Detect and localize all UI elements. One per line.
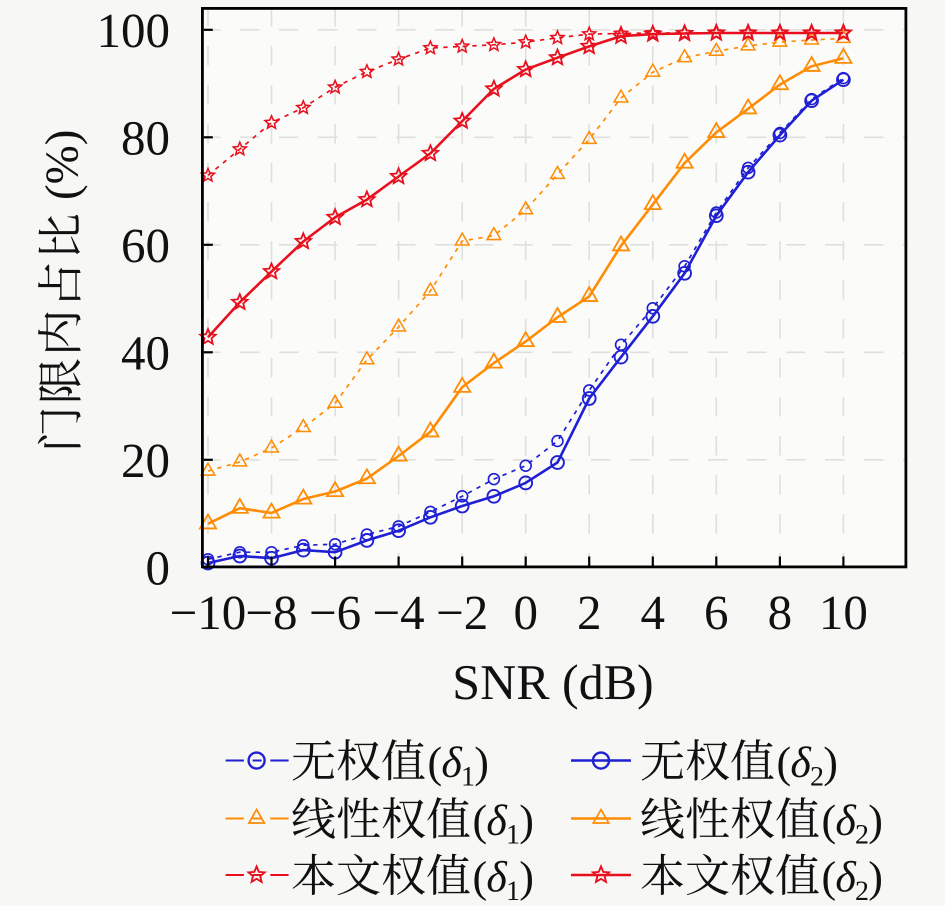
svg-text:(δ1): (δ1) xyxy=(428,738,489,793)
svg-text:8: 8 xyxy=(768,585,793,640)
svg-text:0: 0 xyxy=(513,585,538,640)
svg-text:(δ1): (δ1) xyxy=(473,796,534,851)
svg-text:20: 20 xyxy=(121,433,170,488)
svg-text:−2: −2 xyxy=(436,585,488,640)
svg-text:60: 60 xyxy=(121,218,170,273)
svg-text:(δ2): (δ2) xyxy=(822,853,883,906)
svg-text:(δ2): (δ2) xyxy=(777,738,838,793)
svg-text:(%): (%) xyxy=(37,130,89,200)
svg-text:(δ1): (δ1) xyxy=(473,853,534,906)
svg-text:10: 10 xyxy=(819,585,868,640)
svg-text:40: 40 xyxy=(121,325,170,380)
svg-text:4: 4 xyxy=(641,585,666,640)
svg-text:−10: −10 xyxy=(170,585,247,640)
svg-text:−4: −4 xyxy=(373,585,425,640)
svg-text:SNR (dB): SNR (dB) xyxy=(452,654,653,710)
svg-text:2: 2 xyxy=(577,585,602,640)
svg-text:6: 6 xyxy=(704,585,729,640)
svg-text:100: 100 xyxy=(97,3,171,58)
svg-text:−8: −8 xyxy=(245,585,297,640)
svg-text:(δ2): (δ2) xyxy=(822,796,883,851)
svg-text:−6: −6 xyxy=(309,585,361,640)
svg-text:0: 0 xyxy=(146,540,171,595)
svg-text:80: 80 xyxy=(121,110,170,165)
